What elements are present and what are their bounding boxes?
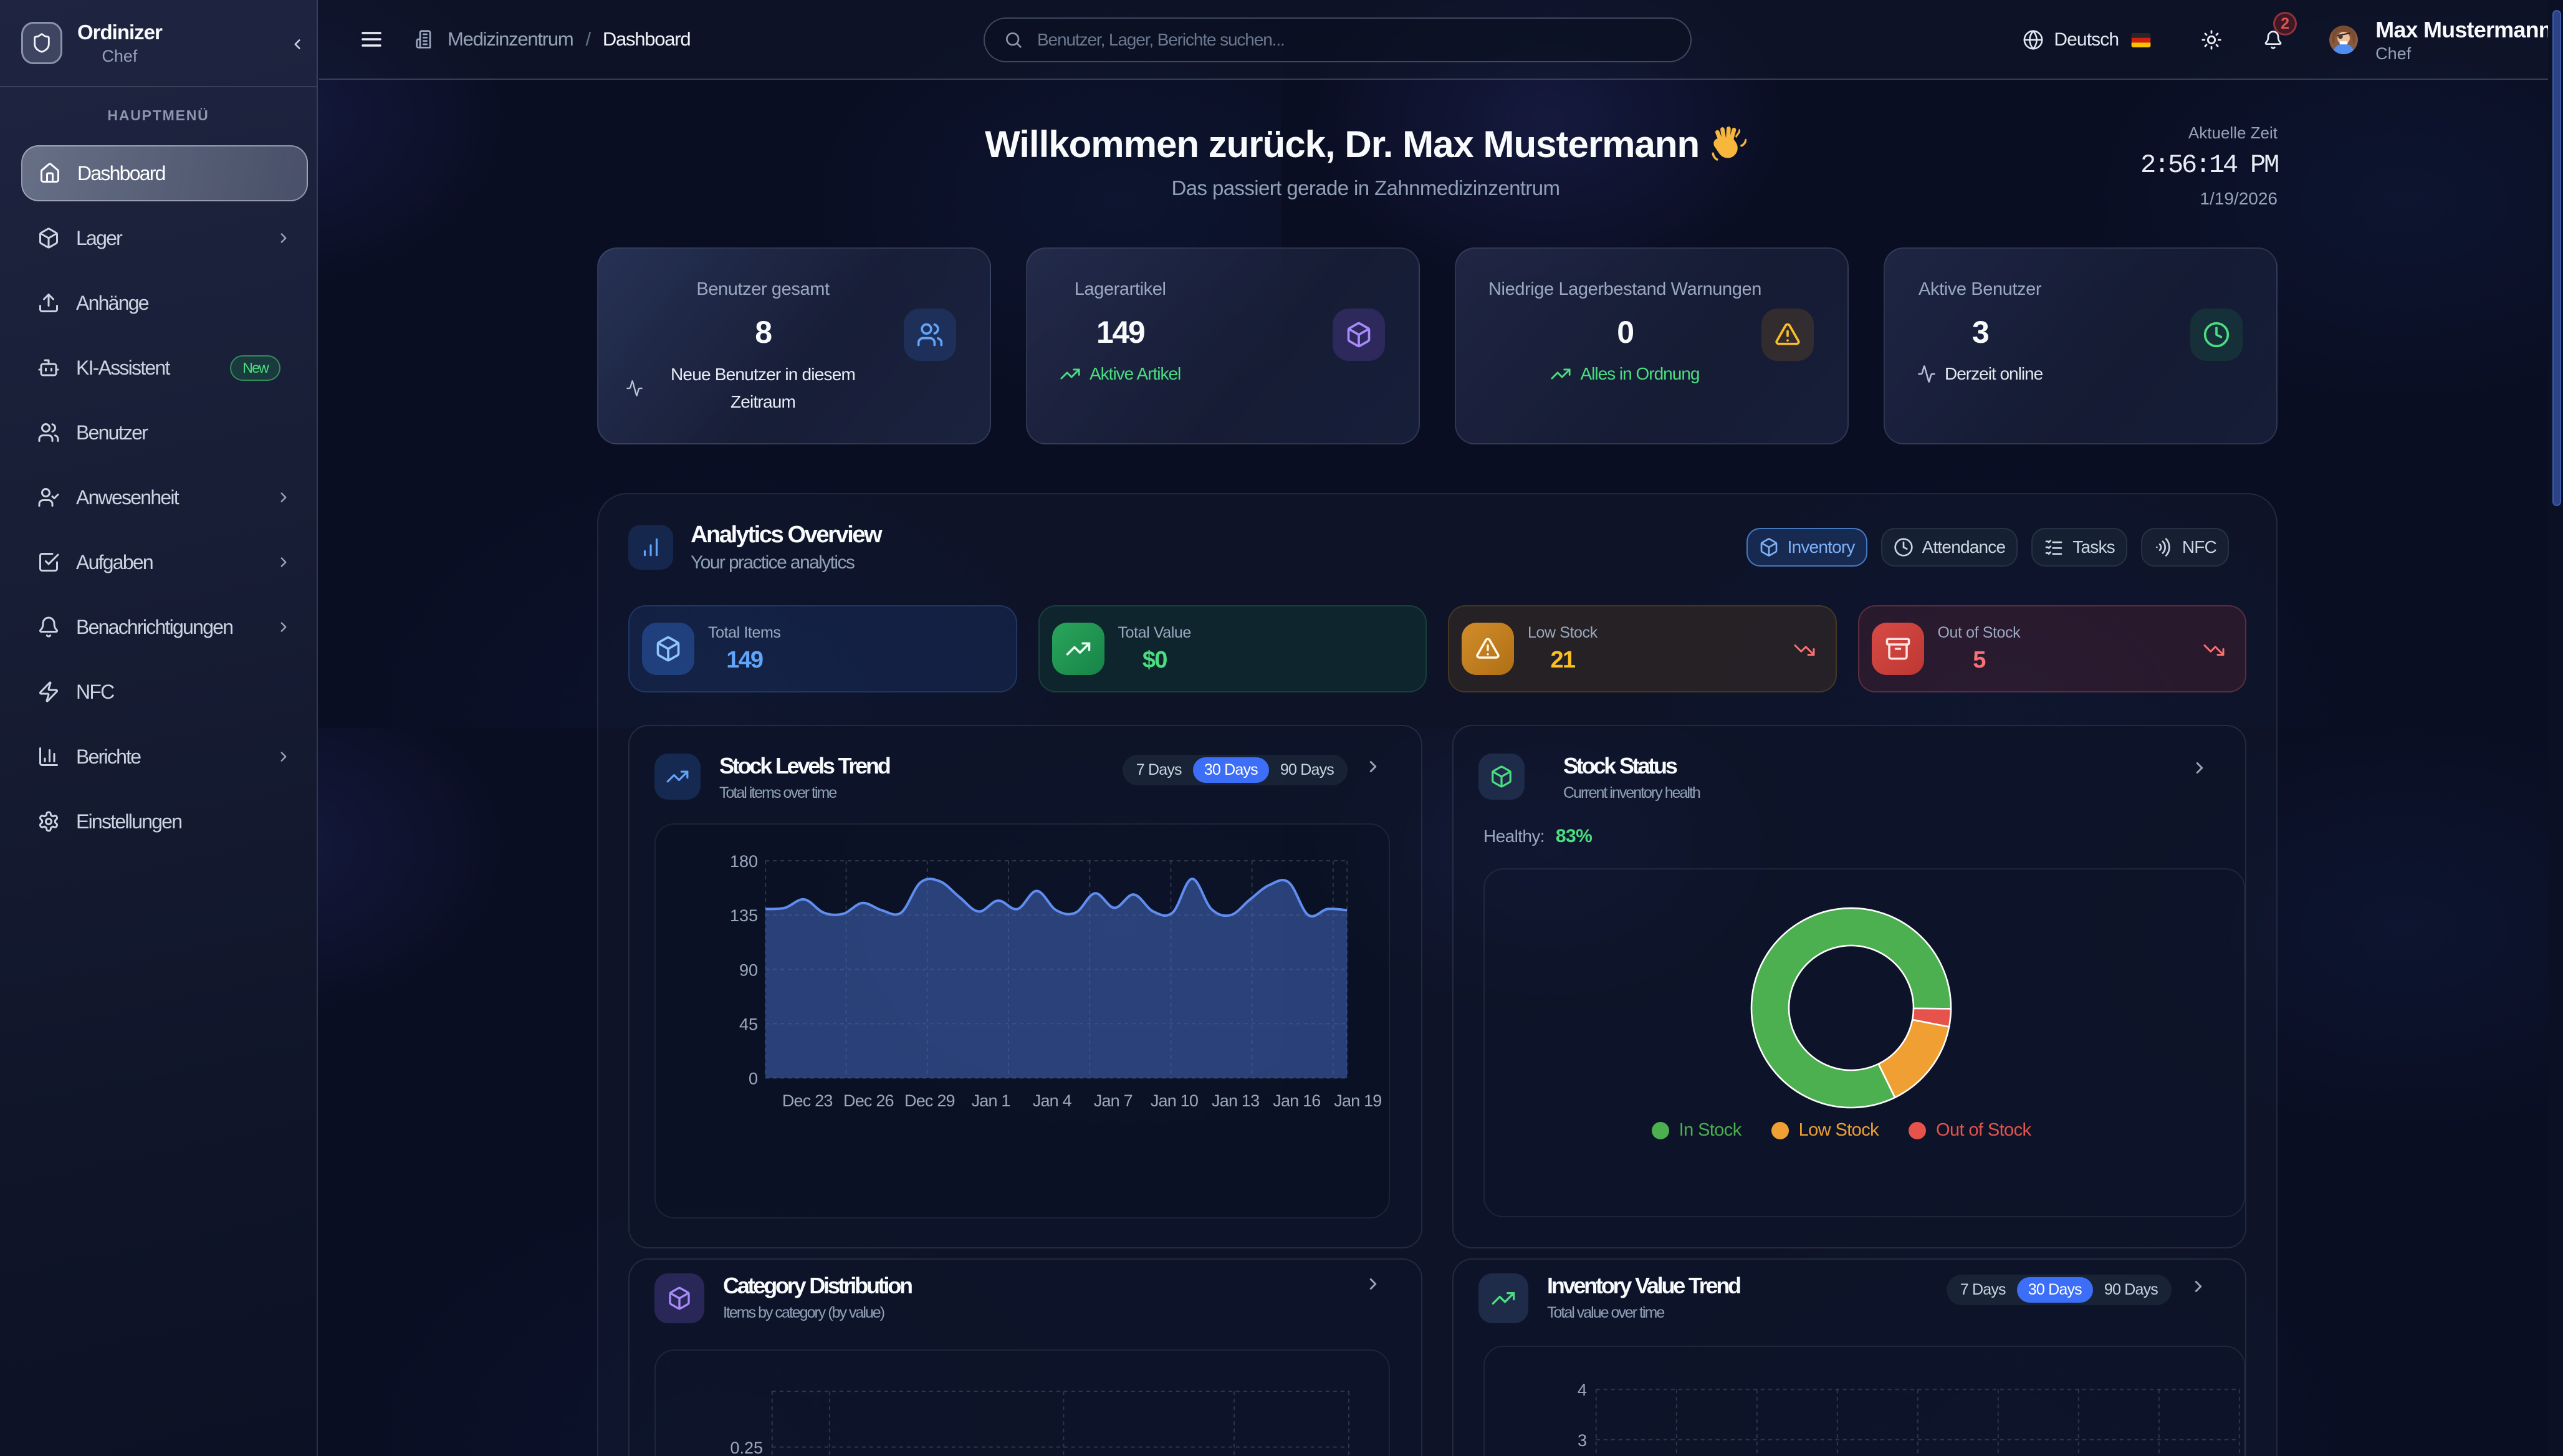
svg-text:45: 45 xyxy=(739,1015,758,1033)
svg-text:Jan 4: Jan 4 xyxy=(1033,1091,1072,1110)
svg-text:90: 90 xyxy=(739,960,758,979)
svg-text:Jan 1: Jan 1 xyxy=(972,1091,1010,1110)
svg-text:Dec 26: Dec 26 xyxy=(843,1091,894,1110)
svg-text:Jan 19: Jan 19 xyxy=(1334,1091,1381,1110)
svg-text:180: 180 xyxy=(730,852,758,871)
svg-text:135: 135 xyxy=(730,906,758,925)
svg-text:Dec 29: Dec 29 xyxy=(904,1091,955,1110)
svg-text:0: 0 xyxy=(749,1070,758,1088)
svg-text:0.25: 0.25 xyxy=(730,1439,763,1456)
svg-text:Jan 10: Jan 10 xyxy=(1151,1091,1198,1110)
svg-text:3: 3 xyxy=(1578,1431,1587,1450)
svg-text:Jan 13: Jan 13 xyxy=(1212,1091,1259,1110)
svg-text:Dec 23: Dec 23 xyxy=(782,1091,833,1110)
svg-text:4: 4 xyxy=(1578,1381,1587,1399)
svg-text:Jan 16: Jan 16 xyxy=(1273,1091,1320,1110)
svg-text:Jan 7: Jan 7 xyxy=(1094,1091,1133,1110)
